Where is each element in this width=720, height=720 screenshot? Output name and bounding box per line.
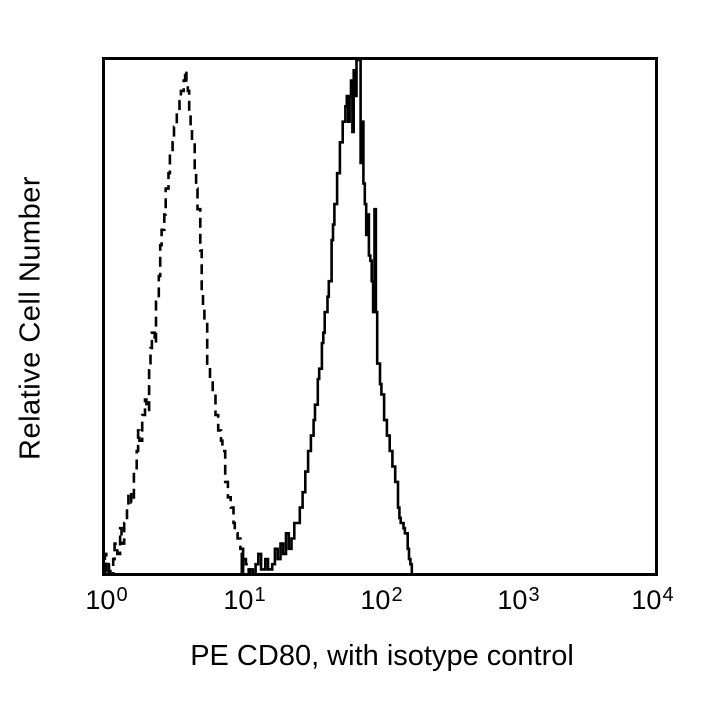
y-axis-title: Relative Cell Number [14,176,47,460]
x-tick-exponent: 0 [116,584,128,606]
pe-cd80-curve [240,58,414,576]
x-tick-base: 10 [360,585,391,615]
x-tick-exponent: 2 [391,584,403,606]
x-axis-title: PE CD80, with isotype control [190,640,574,672]
x-tick-10e4: 104 [631,584,674,616]
x-tick-exponent: 4 [662,584,674,606]
x-tick-10e0: 100 [85,584,128,616]
x-tick-10e2: 102 [360,584,403,616]
x-tick-exponent: 1 [254,584,266,606]
plot-frame [102,57,658,576]
x-tick-base: 10 [631,585,662,615]
x-tick-base: 10 [223,585,254,615]
x-tick-exponent: 3 [528,584,540,606]
x-tick-10e3: 103 [497,584,540,616]
isotype-control-curve [103,69,252,576]
x-tick-base: 10 [85,585,116,615]
x-tick-base: 10 [497,585,528,615]
x-tick-10e1: 101 [223,584,266,616]
